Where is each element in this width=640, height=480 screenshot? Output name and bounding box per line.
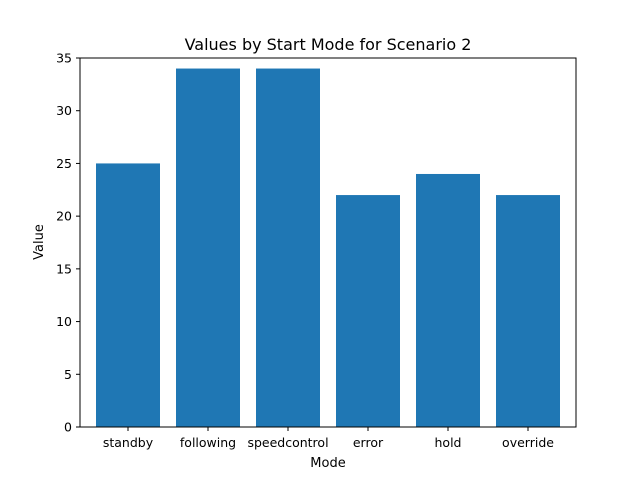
y-axis-label: Value: [32, 224, 47, 260]
bar-following: [176, 68, 240, 427]
bar-speedcontrol: [256, 68, 320, 427]
bar-error: [336, 195, 400, 427]
x-tick-label-error: error: [353, 435, 384, 450]
bar-override: [496, 195, 560, 427]
y-tick-label-10: 10: [56, 314, 72, 329]
x-tick-label-following: following: [180, 435, 236, 450]
y-axis-ticks: 0 5 10 15 20 25 30 35: [56, 51, 80, 435]
y-tick-label-5: 5: [64, 367, 72, 382]
x-tick-label-speedcontrol: speedcontrol: [247, 435, 328, 450]
y-tick-label-35: 35: [56, 51, 72, 66]
x-axis-label: Mode: [310, 456, 345, 471]
x-tick-label-override: override: [502, 435, 554, 450]
x-axis-ticks: standby following speedcontrol error hold ove…: [103, 427, 554, 450]
y-tick-label-15: 15: [56, 261, 72, 276]
y-tick-label-30: 30: [56, 103, 72, 118]
bar-hold: [416, 173, 480, 427]
y-tick-label-20: 20: [56, 209, 72, 224]
plot-frame: [79, 57, 577, 428]
bars-group: [96, 68, 560, 427]
x-tick-label-hold: hold: [435, 435, 462, 450]
x-tick-label-standby: standby: [103, 435, 154, 450]
bar-standby: [96, 163, 160, 427]
chart-title: Values by Start Mode for Scenario 2: [185, 35, 472, 54]
y-tick-label-0: 0: [64, 420, 72, 435]
y-tick-label-25: 25: [56, 156, 72, 171]
